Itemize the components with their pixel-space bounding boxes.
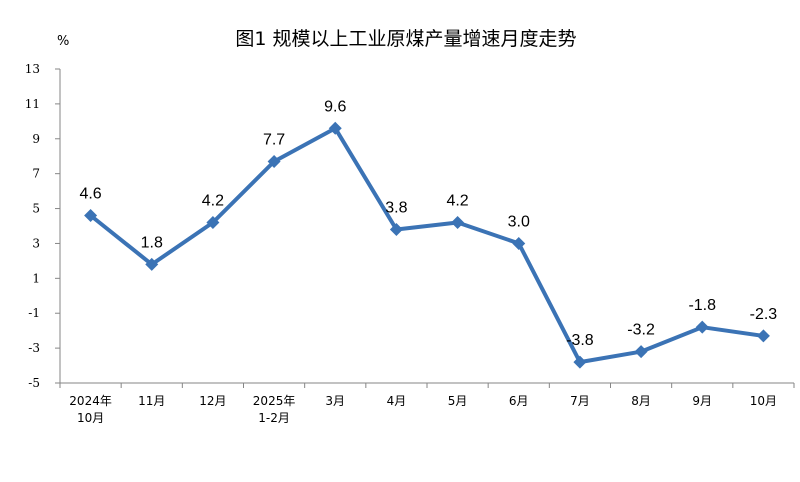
x-tick-label: 5月 (448, 394, 468, 408)
y-tick-label: -1 (28, 306, 40, 320)
data-label: 7.7 (263, 131, 285, 148)
data-label-group: 4.6 1.8 4.2 7.7 9.6 3.8 4.2 3.0 -3.8 -3.2 -1.8 -2.3 (79, 98, 777, 349)
y-axis: 13 11 9 7 5 3 1 -1 -3 -5 (25, 62, 61, 390)
data-label: 1.8 (141, 234, 163, 251)
y-tick-label: 11 (25, 97, 40, 111)
data-point-marker (451, 216, 465, 230)
data-label: -1.8 (688, 297, 716, 314)
x-tick-label: 2024年 10月 (69, 394, 112, 425)
x-tick-label: 7月 (570, 394, 590, 408)
data-label: 4.2 (446, 193, 468, 210)
data-label: 4.2 (202, 193, 224, 210)
chart-title: 图1 规模以上工业原煤产量增速月度走势 (235, 28, 576, 50)
data-label: 9.6 (324, 98, 346, 115)
data-point-marker (328, 121, 342, 135)
x-tick-label: 9月 (692, 394, 712, 408)
y-tick-label: 9 (32, 132, 40, 146)
data-point-marker (206, 216, 220, 230)
data-point-marker (573, 355, 587, 369)
x-tick-label: 10月 (750, 394, 777, 408)
y-tick-label: 13 (25, 62, 40, 76)
x-tick-label: 3月 (325, 394, 345, 408)
x-tick-label: 8月 (631, 394, 651, 408)
series-line (89, 126, 764, 365)
data-point-marker (756, 329, 770, 343)
data-label: 3.8 (385, 199, 407, 216)
series-line-group (84, 121, 770, 369)
data-label: 3.0 (508, 213, 530, 230)
x-tick-label: 12月 (199, 394, 226, 408)
data-label: -2.3 (750, 306, 778, 323)
x-tick-label: 6月 (509, 394, 529, 408)
x-tick-label: 4月 (387, 394, 407, 408)
x-tick-label: 11月 (138, 394, 165, 408)
data-label: -3.2 (627, 322, 655, 339)
data-point-marker (84, 209, 98, 223)
y-tick-label: -3 (28, 341, 40, 355)
y-tick-label: -5 (28, 376, 40, 390)
data-point-marker (389, 222, 403, 236)
y-tick-label: 7 (32, 167, 40, 181)
y-tick-label: 3 (32, 236, 40, 250)
y-tick-label: 5 (32, 202, 40, 216)
x-tick-label: 2025年 1-2月 (253, 394, 296, 425)
unit-label: % (57, 34, 69, 49)
data-point-marker (695, 320, 709, 334)
data-label: 4.6 (79, 186, 101, 203)
data-point-marker (145, 257, 159, 271)
data-point-marker (512, 236, 526, 250)
data-label: -3.8 (566, 332, 594, 349)
x-axis: 2024年 10月 11月 12月 2025年 1-2月 3月 4月 5月 6月 7月 8月 9月 10月 (59, 382, 795, 425)
data-point-marker (267, 154, 281, 168)
y-tick-label: 1 (32, 271, 40, 285)
data-point-marker (634, 345, 648, 359)
